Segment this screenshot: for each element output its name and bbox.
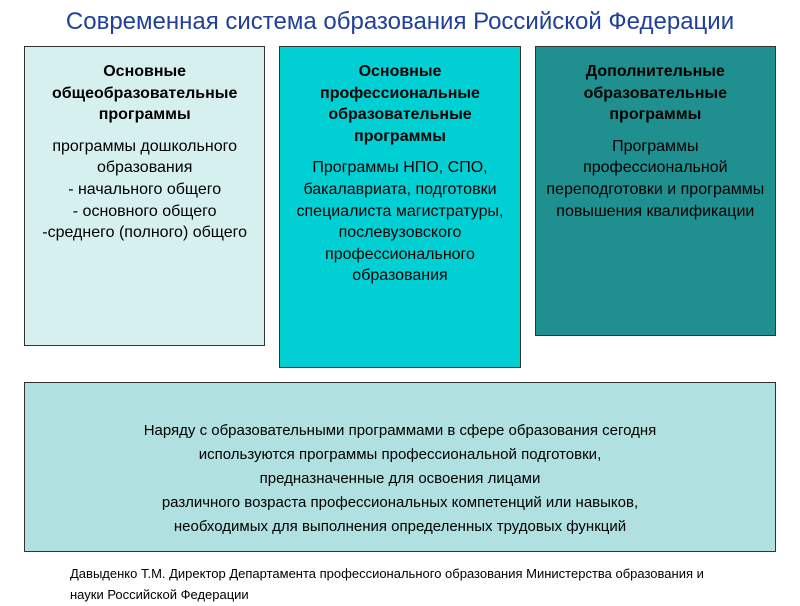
column-body-2: Программы профессиональной переподготовк… [544,136,767,222]
column-body-1: Программы НПО, СПО, бакалавриата, подгот… [288,157,511,287]
column-head-2: Дополнительные образовательные программы [544,61,767,126]
page-title: Современная система образования Российск… [0,0,800,46]
bottom-note: Наряду с образовательными программами в … [24,382,776,552]
column-head-0: Основные общеобразовательные программы [33,61,256,126]
column-card-0: Основные общеобразовательные программы п… [24,46,265,346]
credit-line: Давыденко Т.М. Директор Департамента про… [0,552,800,606]
column-head-1: Основные профессиональные образовательны… [288,61,511,147]
column-body-0: программы дошкольного образования - нача… [33,136,256,244]
credit-text: Давыденко Т.М. Директор Департамента про… [70,566,704,602]
column-card-2: Дополнительные образовательные программы… [535,46,776,336]
title-text: Современная система образования Российск… [66,8,734,35]
columns-row: Основные общеобразовательные программы п… [0,46,800,368]
bottom-note-text: Наряду с образовательными программами в … [144,422,657,535]
column-card-1: Основные профессиональные образовательны… [279,46,520,368]
